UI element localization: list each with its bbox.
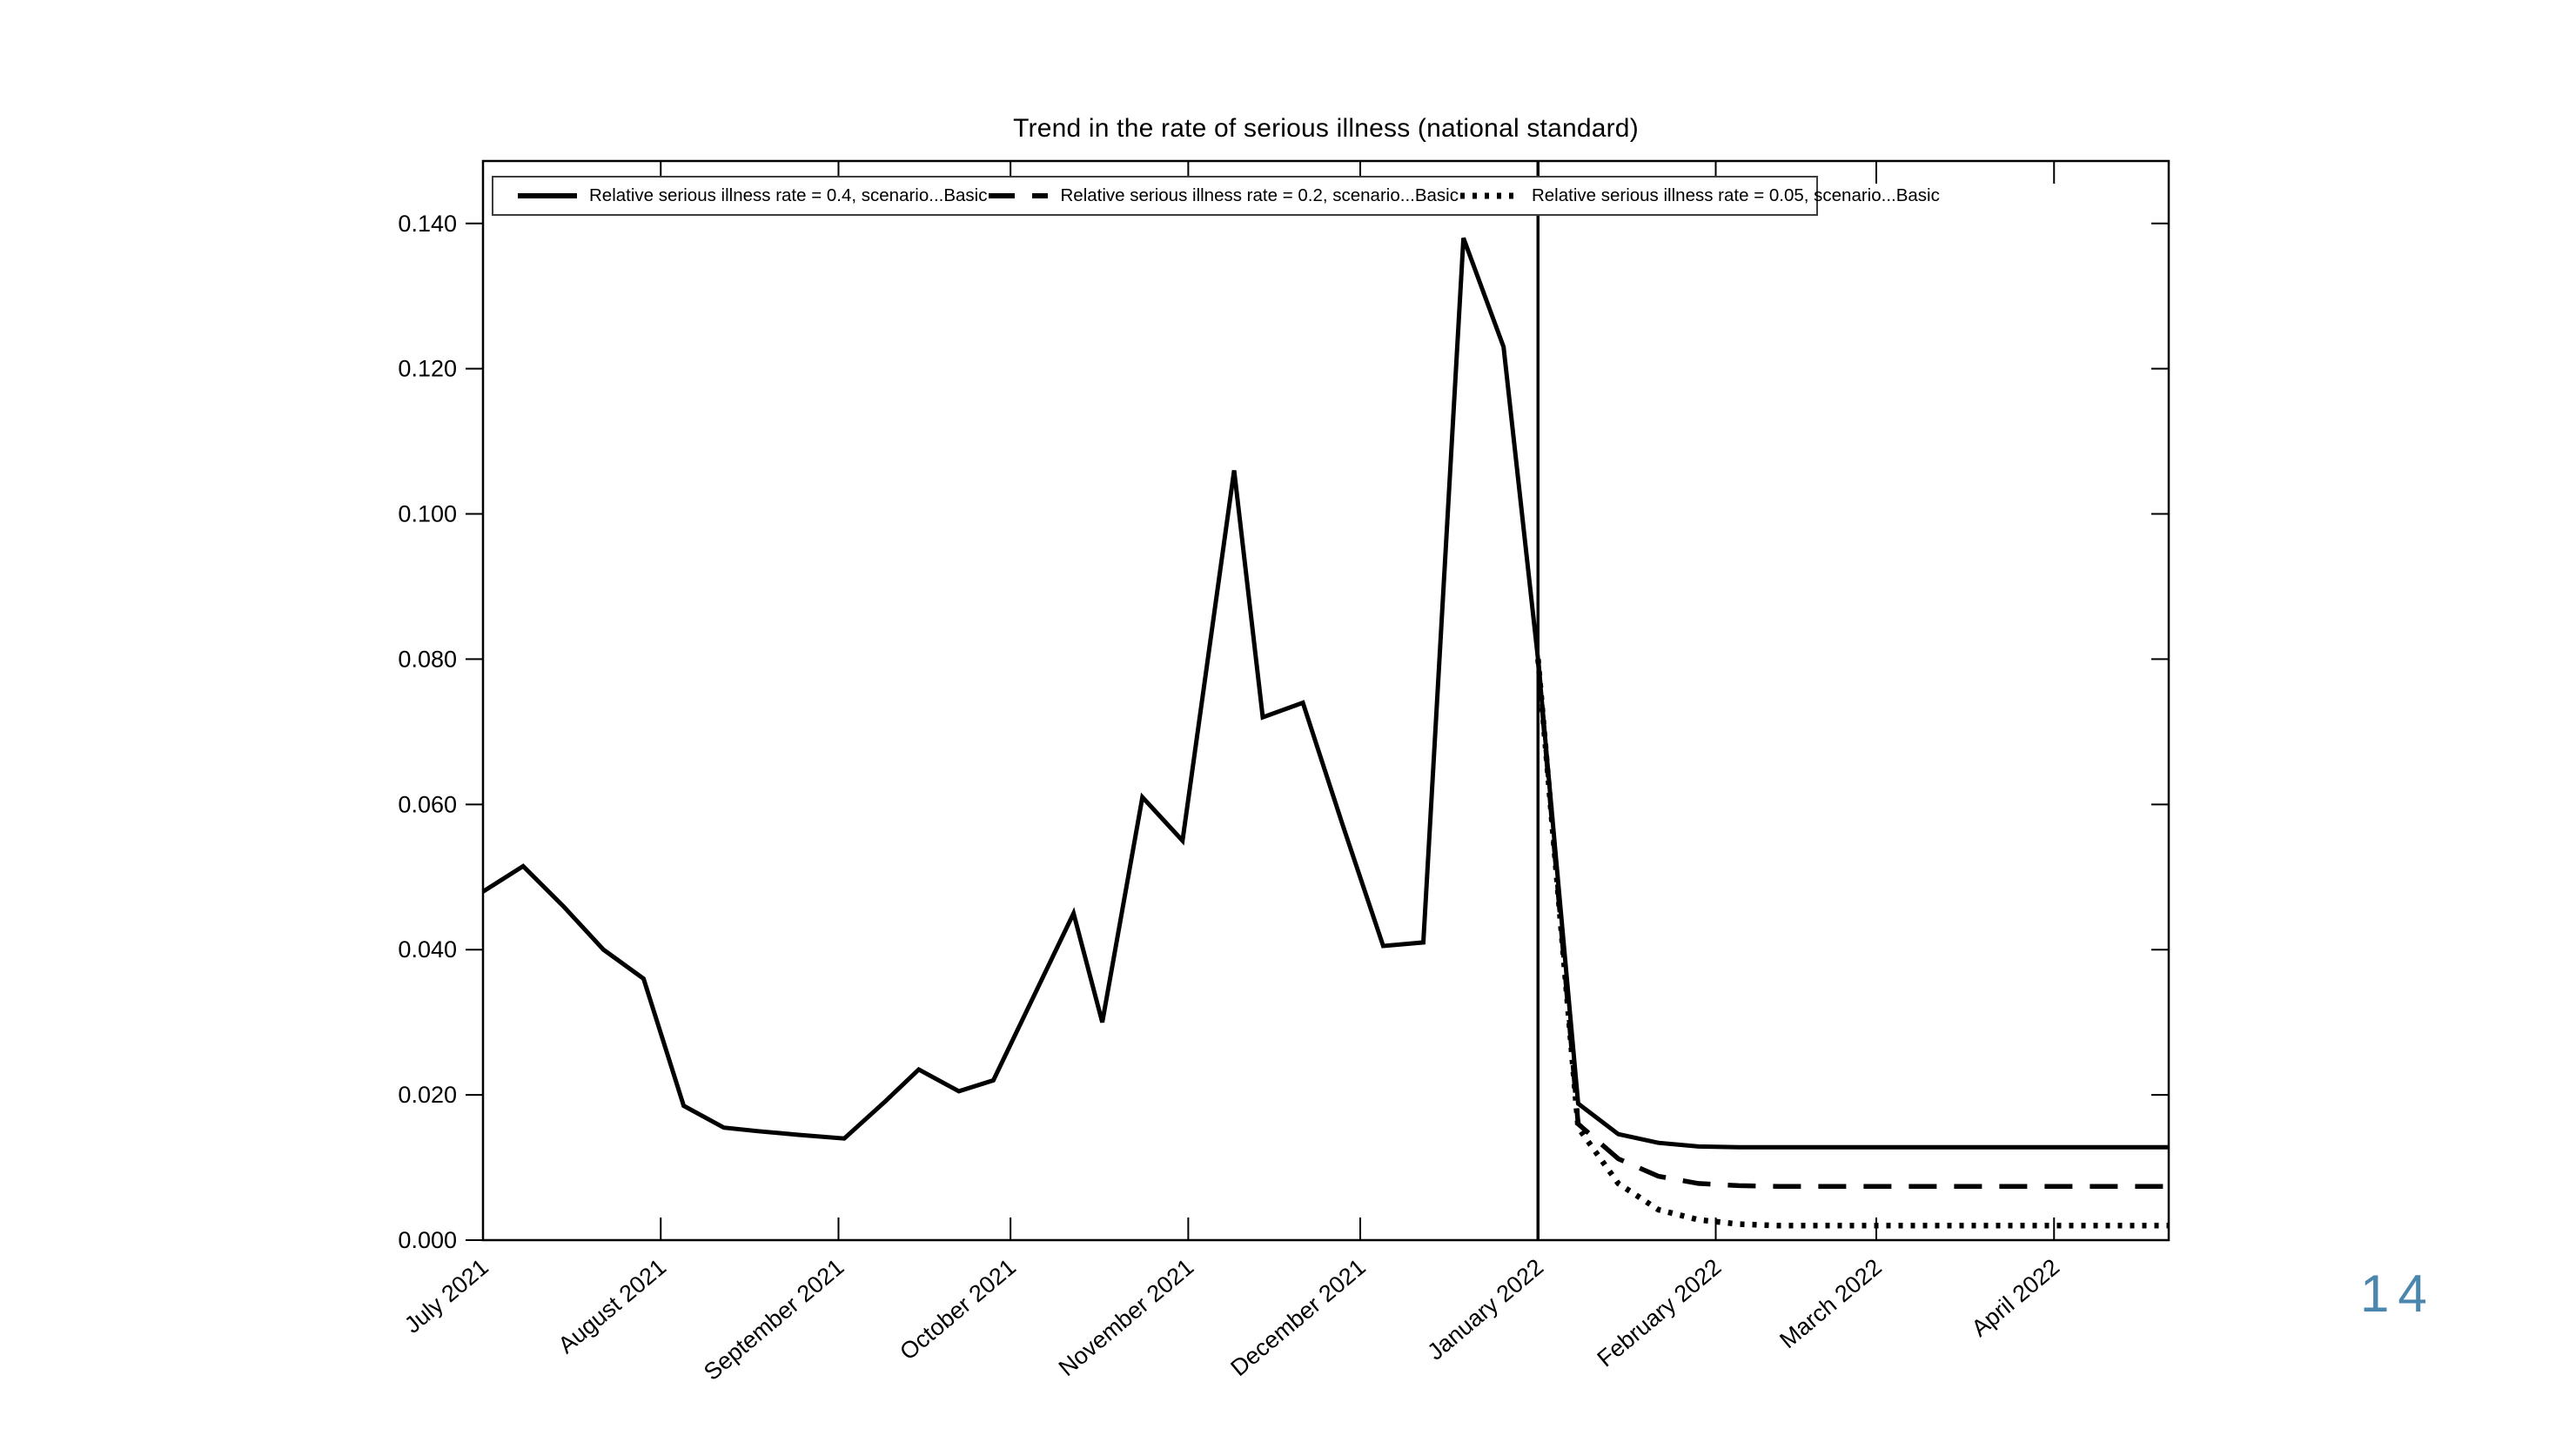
x-axis-tick-label: January 2022 (1423, 1254, 1549, 1365)
series-line-solid (481, 237, 2169, 1150)
y-axis-tick-label: 0.060 (398, 791, 457, 817)
page-number: 14 (2360, 1265, 2436, 1323)
x-axis-tick-label: September 2021 (699, 1254, 849, 1385)
x-axis-tick-label: October 2021 (895, 1254, 1021, 1365)
x-axis-tick-label: February 2022 (1593, 1254, 1727, 1372)
x-axis-tick-label: November 2021 (1054, 1254, 1198, 1381)
y-axis-tick-label: 0.040 (398, 936, 457, 963)
chart-legend: Relative serious illness rate = 0.4, sce… (492, 176, 1940, 216)
legend-dotted-line-icon (1459, 192, 1519, 199)
plot-frame (481, 159, 2170, 1242)
x-axis-tick-label: December 2021 (1225, 1254, 1370, 1381)
legend-item: Relative serious illness rate = 0.2, sce… (987, 185, 1459, 206)
legend-item: Relative serious illness rate = 0.4, sce… (516, 185, 987, 206)
y-axis-tick-label: 0.080 (398, 646, 457, 672)
chart-title: Trend in the rate of serious illness (na… (1013, 114, 1639, 143)
y-axis-tick-label: 0.100 (398, 501, 457, 527)
legend-item-label: Relative serious illness rate = 0.05, sc… (1531, 185, 1940, 205)
legend-item: Relative serious illness rate = 0.05, sc… (1459, 185, 1940, 206)
y-axis-tick-label: 0.140 (398, 211, 457, 237)
series-line-dashed (1535, 659, 2169, 1190)
x-axis-tick-label: July 2021 (399, 1254, 493, 1338)
series-line-dotted (1535, 659, 2169, 1229)
legend-solid-line-icon (518, 193, 577, 198)
y-axis-tick-label: 0.000 (398, 1227, 457, 1253)
legend-dashed-line-icon (989, 193, 1049, 198)
y-axis-tick-label: 0.020 (398, 1082, 457, 1108)
x-axis-tick-label: August 2021 (553, 1254, 671, 1358)
legend-item-label: Relative serious illness rate = 0.2, sce… (1060, 185, 1459, 205)
legend-item-label: Relative serious illness rate = 0.4, sce… (589, 185, 988, 205)
x-axis-tick-label: March 2022 (1774, 1254, 1887, 1354)
y-axis-tick-label: 0.120 (398, 356, 457, 382)
x-axis-tick-label: April 2022 (1967, 1254, 2064, 1342)
